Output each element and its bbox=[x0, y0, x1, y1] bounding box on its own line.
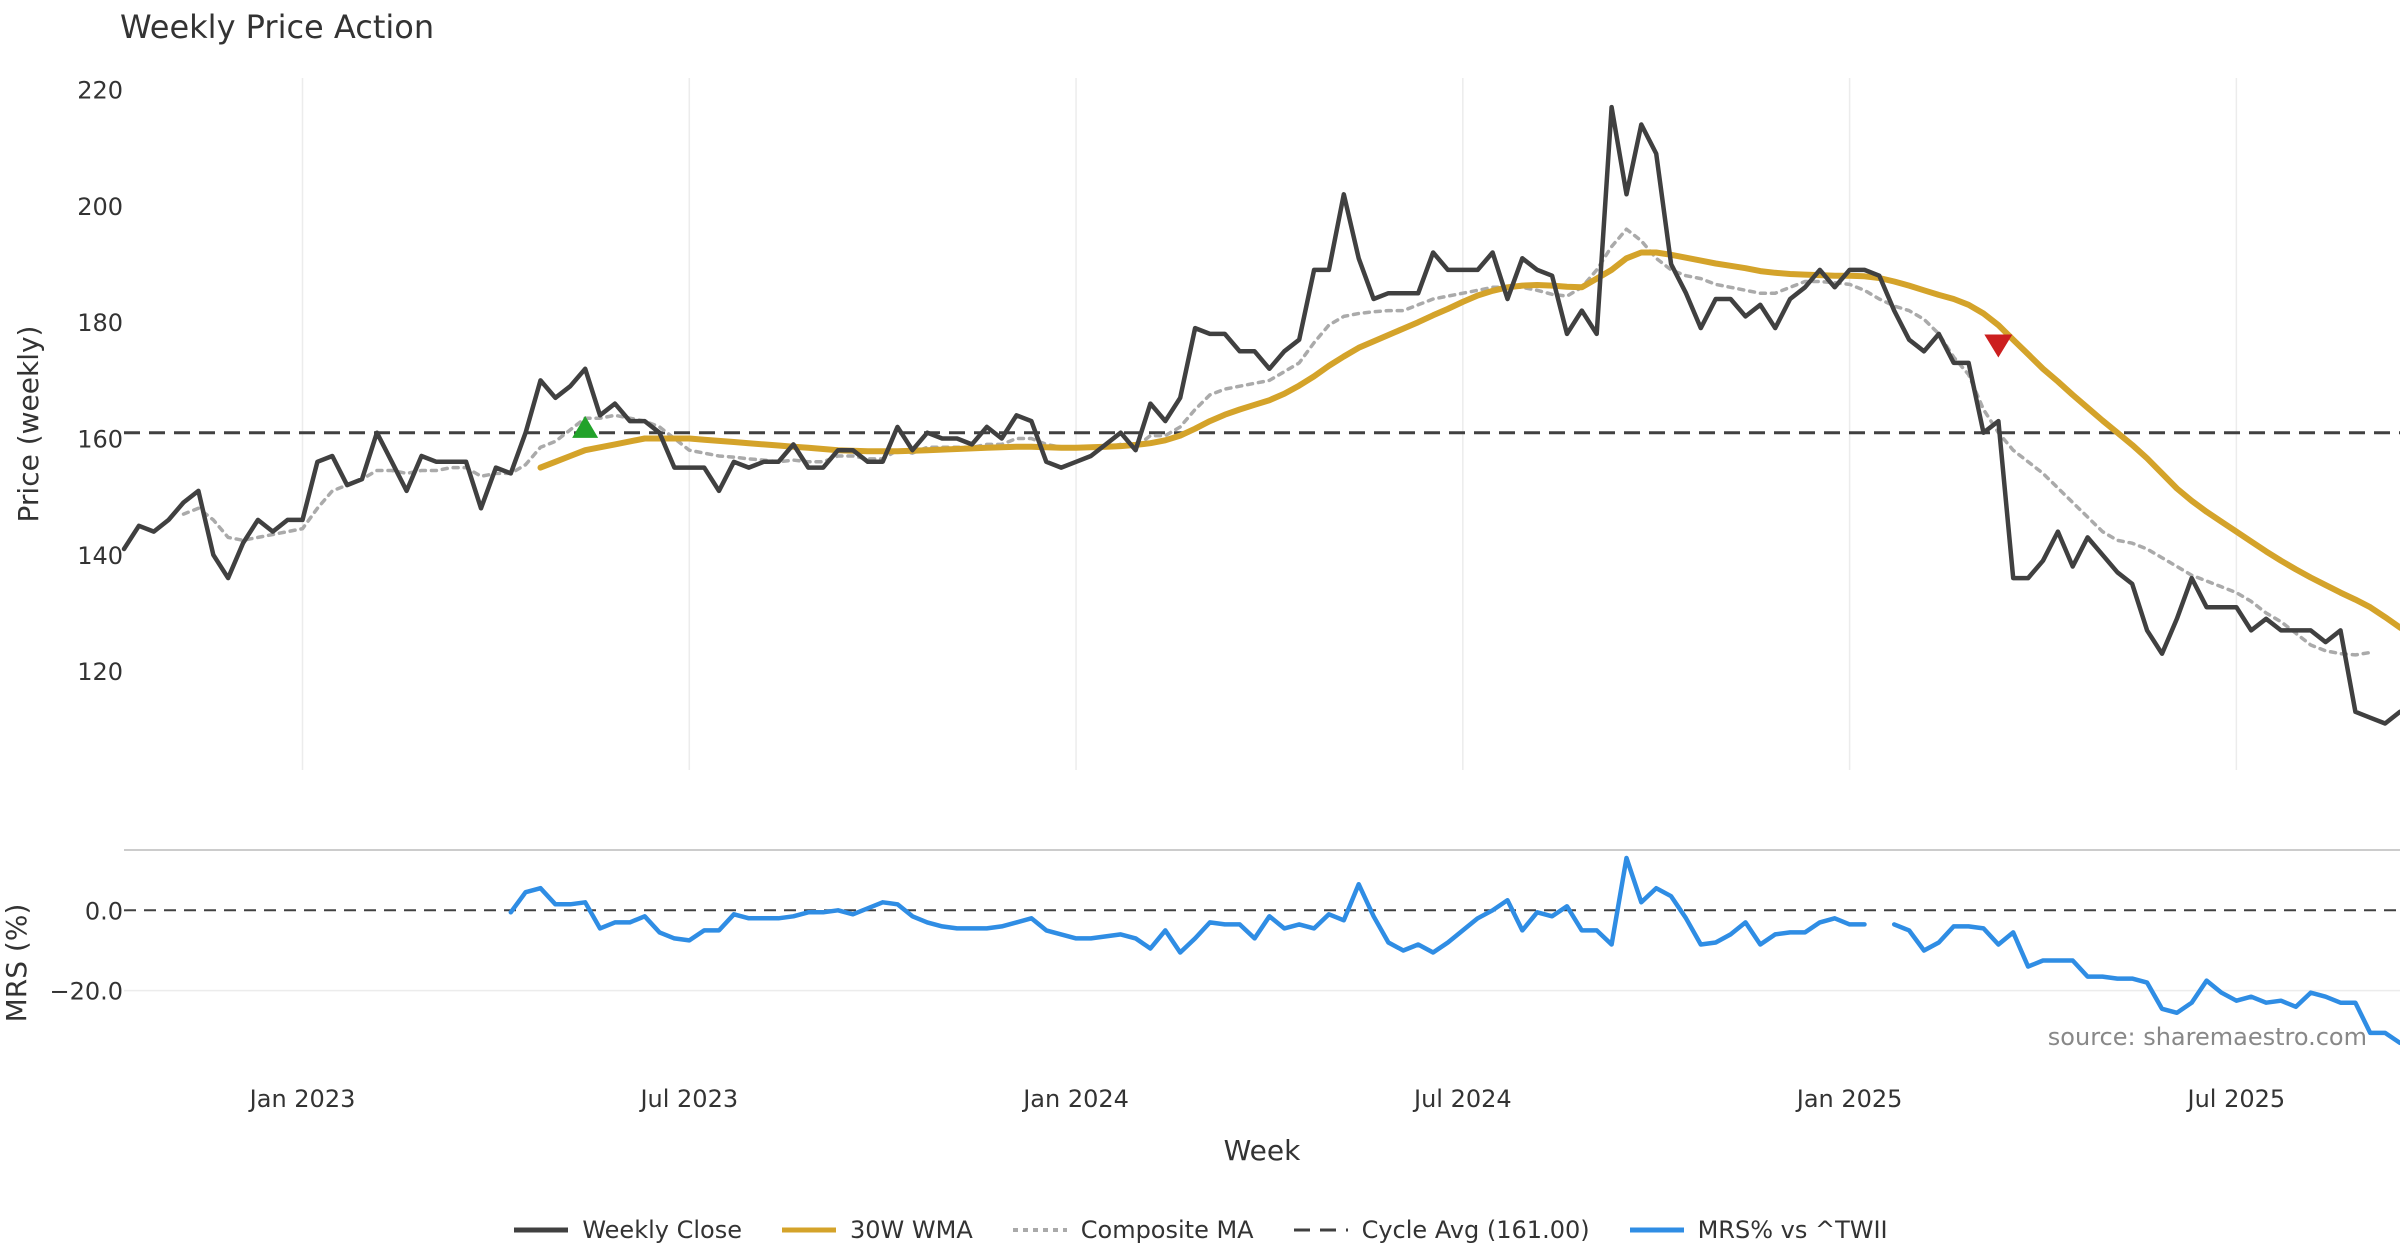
mrs-y-tick-label: 0.0 bbox=[85, 897, 123, 925]
legend-item: 30W WMA bbox=[780, 1216, 973, 1244]
price-y-tick-label: 140 bbox=[77, 542, 123, 570]
legend: Weekly Close 30W WMA Composite MA Cycle Avg… bbox=[0, 1210, 2400, 1250]
legend-swatch bbox=[1629, 1227, 1684, 1233]
legend-label: Cycle Avg (161.00) bbox=[1361, 1216, 1590, 1244]
legend-label: MRS% vs ^TWII bbox=[1697, 1216, 1888, 1244]
grid-layer bbox=[124, 78, 2400, 992]
legend-item: Composite MA bbox=[1011, 1216, 1254, 1244]
x-tick-label: Jan 2025 bbox=[1795, 1085, 1903, 1113]
price-y-tick-label: 200 bbox=[77, 193, 123, 221]
series-30w-wma bbox=[537, 249, 2400, 631]
price-y-axis-label: Price (weekly) bbox=[12, 326, 45, 523]
x-tick-label: Jan 2023 bbox=[248, 1085, 356, 1113]
price-y-tick-label: 180 bbox=[77, 309, 123, 337]
legend-item: MRS% vs ^TWII bbox=[1628, 1216, 1888, 1244]
marker-layer bbox=[572, 334, 2013, 438]
x-axis-label: Week bbox=[1224, 1134, 1301, 1167]
buy-signal-marker bbox=[572, 415, 599, 438]
source-note: source: sharemaestro.com bbox=[2048, 1023, 2367, 1051]
legend-swatch bbox=[514, 1227, 569, 1233]
chart-title: Weekly Price Action bbox=[120, 8, 434, 46]
x-tick-label: Jul 2025 bbox=[2186, 1085, 2286, 1113]
x-tick-label: Jan 2024 bbox=[1021, 1085, 1129, 1113]
series-layer bbox=[121, 104, 2400, 1046]
legend-label: Composite MA bbox=[1080, 1216, 1254, 1244]
legend-swatch bbox=[1012, 1228, 1067, 1232]
ref-layer bbox=[124, 431, 2400, 912]
chart-svg: Weekly Price Action Jan 2023 Jul 2023 Jan … bbox=[0, 8, 2400, 1167]
price-y-tick-label: 220 bbox=[77, 77, 123, 105]
price-y-tick-label: 120 bbox=[77, 658, 123, 686]
series-composite-ma bbox=[181, 227, 2372, 657]
series-weekly-close bbox=[121, 104, 2400, 726]
axes-layer: Jan 2023 Jul 2023 Jan 2024 Jul 2024 Jan 2025… bbox=[49, 77, 2285, 1113]
x-tick-label: Jul 2024 bbox=[1412, 1085, 1512, 1113]
series-mrs-vs-twii bbox=[508, 855, 2400, 1046]
legend-label: Weekly Close bbox=[582, 1216, 742, 1244]
legend-swatch bbox=[1293, 1228, 1348, 1232]
sell-signal-marker bbox=[1984, 334, 2013, 358]
price-y-tick-label: 160 bbox=[77, 426, 123, 454]
legend-swatch bbox=[781, 1227, 836, 1233]
legend-item: Cycle Avg (161.00) bbox=[1292, 1216, 1590, 1244]
mrs-y-tick-label: −20.0 bbox=[49, 978, 123, 1006]
legend-label: 30W WMA bbox=[849, 1216, 973, 1244]
mrs-y-axis-label: MRS (%) bbox=[0, 904, 33, 1023]
legend-item: Weekly Close bbox=[512, 1216, 742, 1244]
x-tick-label: Jul 2023 bbox=[638, 1085, 738, 1113]
